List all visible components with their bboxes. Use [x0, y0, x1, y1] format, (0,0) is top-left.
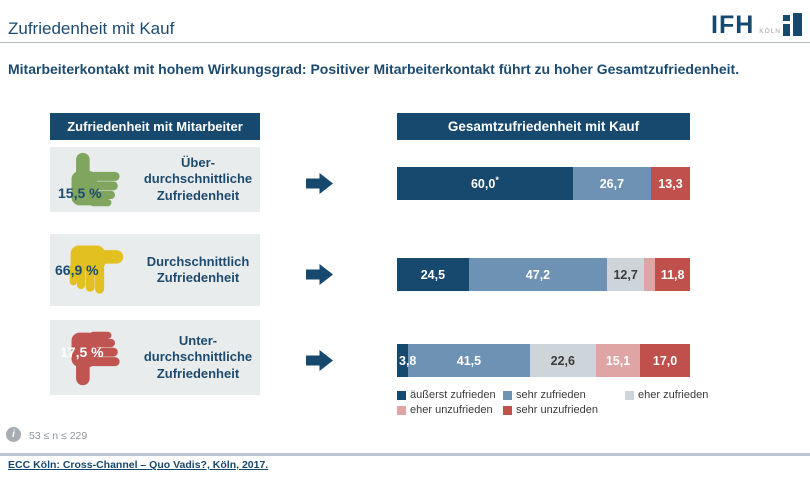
chart-legend: äußerst zufrieden sehr zufrieden eher zufr…	[397, 389, 717, 416]
percent-value: 66,9 %	[55, 262, 99, 278]
percent-value: 17,5 %	[60, 344, 104, 360]
bar-segment: 13,3	[651, 167, 690, 200]
source-link[interactable]: ECC Köln: Cross-Channel – Quo Vadis?, Kö…	[8, 459, 269, 471]
row-label: Unter- durchschnittliche Zufriedenheit	[143, 333, 253, 381]
bar-segment: 12,7	[607, 258, 645, 291]
segment-value-label: 17,0	[652, 353, 678, 368]
percent-value: 15,5 %	[58, 185, 102, 201]
bar-segment: 41,5	[408, 344, 530, 377]
segment-value-label: 41,5	[456, 353, 482, 368]
thumb-side-icon: 66,9 %	[50, 234, 142, 306]
satisfaction-row: 15,5 % Über- durchschnittliche Zufriedenh…	[50, 147, 260, 212]
page-title: Zufriedenheit mit Kauf	[8, 19, 175, 38]
bar-segment: 26,7	[572, 167, 652, 200]
bar-segment	[644, 258, 656, 291]
bar-segment: 60,0*	[397, 167, 573, 200]
bar-segment: 22,6	[529, 344, 596, 377]
ifh-koeln-logo: IFH KÖLN	[711, 11, 802, 39]
stacked-bar: 24,5 47,2 12,7 11,8	[397, 258, 690, 291]
sample-size-note: 53 ≤ n ≤ 229	[29, 430, 88, 442]
satisfaction-row: 66,9 % Durchschnittlich Zufriedenheit	[50, 234, 260, 306]
segment-value-label: 11,8	[660, 267, 685, 282]
legend-label: eher zufrieden	[638, 389, 709, 401]
legend-item: äußerst zufrieden	[397, 389, 503, 401]
left-panel-header: Zufriedenheit mit Mitarbeiter	[50, 113, 260, 140]
legend-item: eher unzufrieden	[397, 404, 503, 416]
logo-sub-text: KÖLN	[759, 28, 781, 35]
logo-blocks-icon	[783, 13, 802, 36]
right-arrow-icon	[306, 264, 333, 285]
row-label: Durchschnittlich Zufriedenheit	[146, 253, 250, 285]
footer-divider	[0, 453, 810, 456]
legend-label: äußerst zufrieden	[410, 389, 496, 401]
stacked-bar: 3,8 41,5 22,6 15,1 17,0	[397, 344, 690, 377]
segment-value-label: 3,8	[399, 353, 417, 368]
row-label: Über- durchschnittliche Zufriedenheit	[143, 155, 253, 203]
bar-segment: 24,5	[397, 258, 469, 291]
bar-segment: 17,0	[640, 344, 690, 377]
segment-value-label: 26,7	[599, 176, 625, 191]
legend-swatch	[397, 405, 406, 415]
legend-swatch	[397, 390, 406, 400]
legend-swatch	[625, 390, 634, 400]
thumb-down-icon: 17,5 %	[50, 320, 142, 395]
logo-text: IFH	[711, 11, 755, 39]
stacked-bar: 60,0* 26,7 13,3	[397, 167, 690, 200]
stacked-bar-chart: 60,0* 26,7 13,3 24,5 47,2 12,7 11,8 3,8 41,5 22,6…	[397, 0, 690, 478]
info-icon[interactable]: i	[6, 427, 21, 442]
header-divider	[0, 42, 810, 43]
legend-item: eher zufrieden	[625, 389, 717, 401]
right-panel-header: Gesamtzufriedenheit mit Kauf	[397, 113, 690, 140]
satisfaction-row: 17,5 % Unter- durchschnittliche Zufrieden…	[50, 320, 260, 395]
bar-segment: 47,2	[468, 258, 608, 291]
right-arrow-icon	[306, 350, 333, 371]
legend-label: sehr unzufrieden	[516, 404, 598, 416]
segment-value-label: 24,5	[420, 267, 446, 282]
legend-label: sehr zufrieden	[516, 389, 586, 401]
thumb-up-icon: 15,5 %	[50, 147, 142, 212]
bar-segment: 3,8	[397, 344, 416, 377]
segment-value-label: 60,0*	[470, 175, 499, 192]
legend-item: sehr unzufrieden	[503, 404, 625, 416]
segment-value-label: 15,1	[605, 353, 631, 368]
legend-swatch	[503, 405, 512, 415]
segment-value-label: 22,6	[550, 353, 575, 368]
segment-value-label: 47,2	[525, 267, 551, 282]
legend-label: eher unzufrieden	[410, 404, 493, 416]
bar-segment: 15,1	[595, 344, 641, 377]
key-message: Mitarbeiterkontakt mit hohem Wirkungsgra…	[8, 61, 740, 77]
legend-item: sehr zufrieden	[503, 389, 625, 401]
segment-value-label: 13,3	[658, 176, 683, 191]
segment-value-label: 12,7	[613, 267, 638, 282]
right-arrow-icon	[306, 173, 333, 194]
bar-segment: 11,8	[655, 258, 690, 291]
legend-swatch	[503, 390, 512, 400]
